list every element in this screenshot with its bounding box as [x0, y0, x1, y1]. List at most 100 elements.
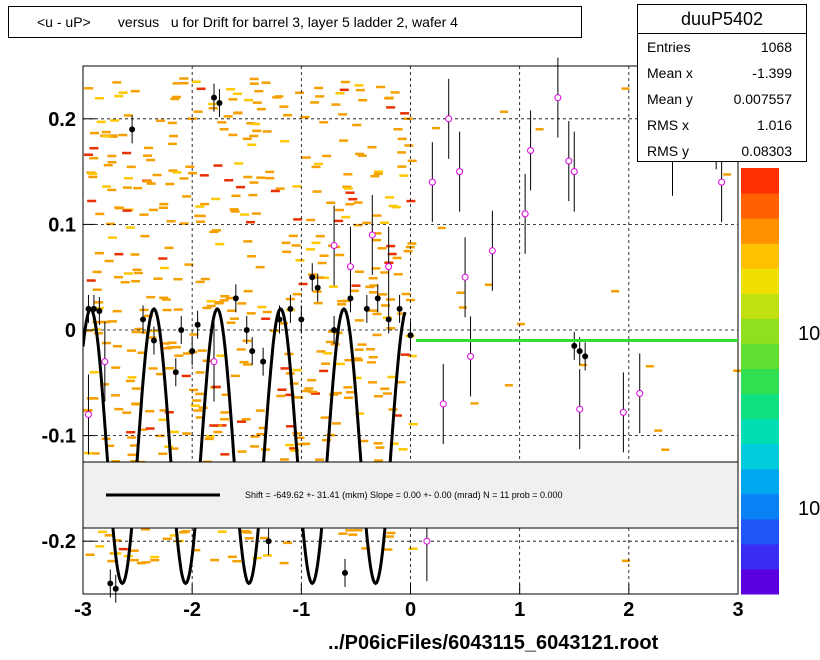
- histogram-cell: [211, 197, 221, 201]
- histogram-cell: [385, 196, 395, 199]
- profile-point: [582, 353, 589, 360]
- histogram-cell: [333, 391, 343, 395]
- histogram-cell: [150, 555, 160, 559]
- histogram-cell: [159, 266, 169, 270]
- histogram-cell: [319, 254, 329, 258]
- histogram-cell: [365, 285, 375, 289]
- histogram-cell: [407, 159, 417, 163]
- histogram-cell: [259, 536, 269, 540]
- open-data-point: [346, 263, 354, 271]
- histogram-cell: [158, 206, 168, 210]
- histogram-cell: [295, 436, 305, 440]
- histogram-cell: [247, 143, 257, 147]
- histogram-cell: [301, 442, 311, 446]
- histogram-cell: [195, 416, 205, 419]
- profile-point: [314, 284, 321, 291]
- palette-cell: [741, 343, 779, 369]
- histogram-cell: [293, 218, 303, 221]
- histogram-cell: [307, 379, 317, 382]
- histogram-cell: [335, 208, 345, 212]
- profile-point: [309, 274, 316, 281]
- histogram-cell: [236, 420, 246, 423]
- stats-entries: Entries 1068: [647, 39, 792, 55]
- histogram-cell: [123, 272, 133, 275]
- histogram-cell: [353, 201, 363, 204]
- histogram-cell: [281, 241, 291, 245]
- histogram-cell: [150, 558, 160, 562]
- histogram-cell: [365, 347, 375, 351]
- histogram-cell: [257, 305, 267, 309]
- histogram-cell: [340, 80, 350, 84]
- histogram-cell: [140, 331, 150, 334]
- histogram-cell: [386, 298, 396, 301]
- histogram-cell: [256, 176, 266, 179]
- histogram-cell: [384, 535, 394, 538]
- histogram-cell: [310, 392, 320, 395]
- histogram-cell: [380, 387, 390, 390]
- profile-point: [347, 295, 354, 302]
- histogram-cell: [258, 426, 268, 430]
- histogram-cell: [292, 292, 302, 296]
- histogram-cell: [301, 156, 311, 159]
- histogram-cell: [372, 312, 382, 316]
- histogram-cell: [322, 154, 332, 158]
- histogram-cell: [283, 541, 293, 545]
- histogram-cell: [250, 435, 260, 438]
- histogram-cell: [310, 101, 320, 104]
- histogram-cell: [89, 371, 99, 374]
- histogram-cell: [279, 105, 289, 108]
- histogram-cell: [162, 537, 172, 541]
- open-data-point: [576, 405, 584, 413]
- histogram-cell: [343, 386, 353, 389]
- histogram-cell: [216, 354, 226, 357]
- histogram-cell: [111, 366, 121, 369]
- histogram-cell: [279, 561, 289, 565]
- histogram-cell: [112, 344, 122, 348]
- histogram-cell: [194, 214, 204, 218]
- histogram-cell: [148, 208, 158, 212]
- histogram-cell: [190, 404, 200, 407]
- open-data-point: [636, 389, 644, 397]
- histogram-cell: [240, 213, 250, 216]
- profile-point: [571, 342, 578, 349]
- open-data-point: [461, 273, 469, 281]
- histogram-cell: [374, 459, 384, 462]
- histogram-cell: [140, 234, 150, 238]
- histogram-cell: [126, 430, 136, 434]
- histogram-cell: [133, 186, 143, 190]
- histogram-cell: [241, 418, 251, 421]
- histogram-cell: [256, 107, 266, 111]
- histogram-cell: [329, 393, 339, 396]
- histogram-cell: [127, 436, 137, 439]
- histogram-cell: [118, 133, 128, 137]
- palette-cell: [741, 393, 779, 420]
- histogram-cell: [621, 87, 630, 90]
- histogram-cell: [239, 360, 249, 364]
- histogram-cell: [241, 530, 251, 533]
- histogram-cell: [169, 447, 179, 450]
- histogram-cell: [179, 81, 189, 85]
- histogram-cell: [111, 394, 121, 397]
- open-data-point: [570, 168, 578, 176]
- histogram-cell: [262, 554, 272, 557]
- histogram-cell: [306, 248, 316, 251]
- histogram-cell: [306, 218, 316, 222]
- histogram-cell: [196, 87, 206, 91]
- histogram-cell: [104, 534, 114, 537]
- histogram-cell: [229, 208, 239, 211]
- histogram-cell: [326, 433, 336, 437]
- histogram-cell: [397, 312, 407, 315]
- palette-cell: [741, 168, 779, 194]
- histogram-cell: [233, 92, 243, 96]
- histogram-cell: [89, 131, 99, 135]
- histogram-cell: [280, 367, 290, 370]
- histogram-cell: [361, 547, 371, 550]
- histogram-cell: [167, 341, 177, 345]
- histogram-cell: [535, 128, 544, 131]
- histogram-cell: [206, 300, 216, 303]
- histogram-cell: [197, 349, 207, 352]
- histogram-cell: [92, 320, 102, 324]
- profile-point: [363, 305, 370, 312]
- histogram-cell: [227, 555, 237, 559]
- histogram-cell: [196, 220, 206, 223]
